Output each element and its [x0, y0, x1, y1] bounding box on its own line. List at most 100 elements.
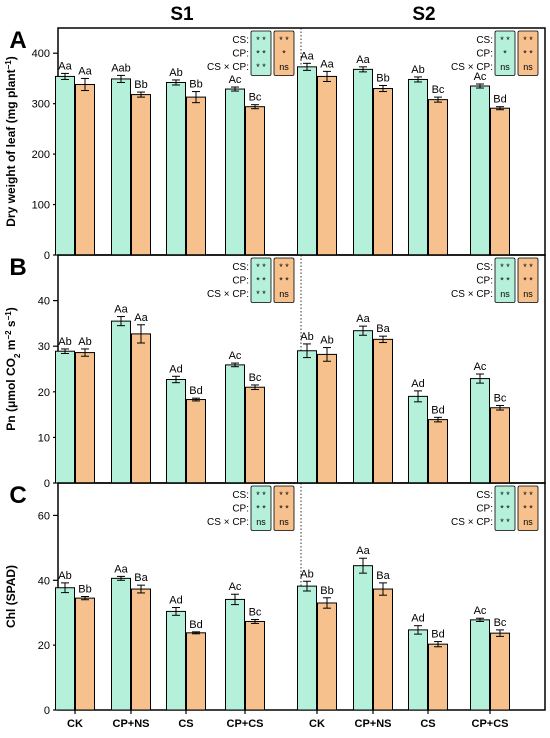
y-axis-label: Chl (SPAD): [4, 565, 18, 628]
bar: [245, 106, 265, 256]
anova-row-label: CS × CP:: [451, 62, 493, 73]
anova-box-green: [494, 257, 516, 303]
y-axis-label-part: m: [4, 340, 18, 354]
significance-label: Aa: [78, 65, 92, 77]
y-tick-label: 30: [38, 341, 50, 353]
anova-value: ns: [523, 289, 533, 299]
anova-value: *: [282, 49, 286, 59]
y-axis-label-part: −1: [4, 311, 13, 321]
significance-label: Bd: [189, 385, 202, 397]
anova-value: * *: [256, 49, 266, 59]
bar: [353, 565, 373, 711]
anova-box-green: [494, 30, 516, 76]
significance-label: Bd: [189, 619, 202, 631]
anova-value: * *: [256, 35, 266, 45]
anova-value: * *: [500, 490, 510, 500]
bar: [297, 350, 317, 484]
bar: [186, 399, 206, 484]
bar: [490, 407, 510, 484]
y-tick-label: 200: [32, 149, 50, 161]
anova-box-green: [494, 485, 516, 531]
anova-value: ns: [523, 62, 533, 72]
bar: [186, 96, 206, 256]
panel-letter: A: [9, 27, 26, 54]
anova-value: * *: [500, 262, 510, 272]
anova-box-green: [250, 30, 272, 76]
significance-label: Bd: [431, 629, 444, 641]
y-tick-label: 60: [38, 510, 50, 522]
anova-row-label: CS × CP:: [207, 517, 249, 528]
bar: [166, 81, 186, 256]
anova-row-label: CP:: [232, 504, 249, 515]
anova-row-label: CS × CP:: [451, 517, 493, 528]
bar: [373, 338, 393, 484]
significance-label: Ba: [376, 323, 390, 335]
bar: [131, 588, 151, 711]
anova-value: * *: [256, 289, 266, 299]
anova-value: * *: [279, 35, 289, 45]
panel-b: B 0 10 20 30 40 Pn (μmol CO2 m−2 s−1) Ab Ab Aa Aa A…: [4, 254, 546, 490]
anova-box-orange: [517, 485, 539, 531]
significance-label: Ab: [58, 570, 71, 582]
y-axis-label: Dry weight of leaf (mg plant−1): [4, 56, 19, 226]
significance-label: Bb: [320, 585, 333, 597]
significance-label: Bd: [431, 404, 444, 416]
significance-label: Ab: [411, 64, 424, 76]
y-tick-label: 20: [38, 387, 50, 399]
anova-row-label: CP:: [232, 276, 249, 287]
y-tick-label: 300: [32, 99, 50, 111]
bar: [470, 619, 490, 711]
significance-label: Aa: [114, 304, 128, 316]
bar: [408, 629, 428, 711]
anova-value: * *: [256, 262, 266, 272]
significance-label: Aa: [356, 313, 370, 325]
bar: [225, 598, 245, 711]
bar: [225, 88, 245, 256]
significance-label: Aa: [300, 50, 314, 62]
bar: [353, 68, 373, 256]
significance-label: Aa: [114, 563, 128, 575]
significance-label: Aa: [134, 312, 148, 324]
bar: [408, 395, 428, 484]
x-tick-label: CS: [420, 718, 435, 730]
y-axis-label-part: s: [4, 320, 18, 330]
significance-label: Ab: [169, 67, 182, 79]
significance-label: Aa: [356, 54, 370, 66]
significance-label: Bb: [376, 73, 389, 85]
bar: [297, 585, 317, 711]
y-axis-label: Pn (μmol CO2 m−2 s−1): [4, 307, 22, 430]
significance-label: Ab: [300, 568, 313, 580]
significance-label: Aab: [111, 62, 131, 74]
anova-value: * *: [523, 35, 533, 45]
significance-label: Ab: [78, 336, 91, 348]
anova-row-label: CS × CP:: [451, 289, 493, 300]
significance-label: Bc: [249, 372, 262, 384]
significance-label: Ac: [474, 71, 487, 83]
y-tick-label: 400: [32, 48, 50, 60]
anova-value: * *: [279, 504, 289, 514]
anova-value: * *: [500, 517, 510, 527]
bar: [317, 75, 337, 256]
bar: [470, 85, 490, 256]
x-tick-label: CP+CS: [472, 718, 509, 730]
bar: [297, 66, 317, 256]
significance-label: Aa: [58, 60, 72, 72]
bar: [408, 78, 428, 256]
x-tick-label: CP+NS: [113, 718, 150, 730]
y-tick-label: 0: [44, 705, 50, 717]
anova-value: *: [503, 49, 507, 59]
y-axis-label-part: Chl (SPAD): [4, 565, 18, 628]
anova-row-label: CS × CP:: [207, 289, 249, 300]
y-axis-label-part: ): [4, 307, 18, 311]
anova-value: ns: [523, 517, 533, 527]
bar: [55, 75, 75, 256]
significance-label: Ab: [58, 336, 71, 348]
y-axis-label-part: −1: [4, 60, 13, 70]
bar: [186, 632, 206, 711]
y-axis-label-part: ): [4, 56, 18, 60]
anova-value: * *: [523, 276, 533, 286]
anova-value: * *: [500, 35, 510, 45]
anova-value: * *: [256, 504, 266, 514]
anova-row-label: CS:: [476, 35, 493, 46]
